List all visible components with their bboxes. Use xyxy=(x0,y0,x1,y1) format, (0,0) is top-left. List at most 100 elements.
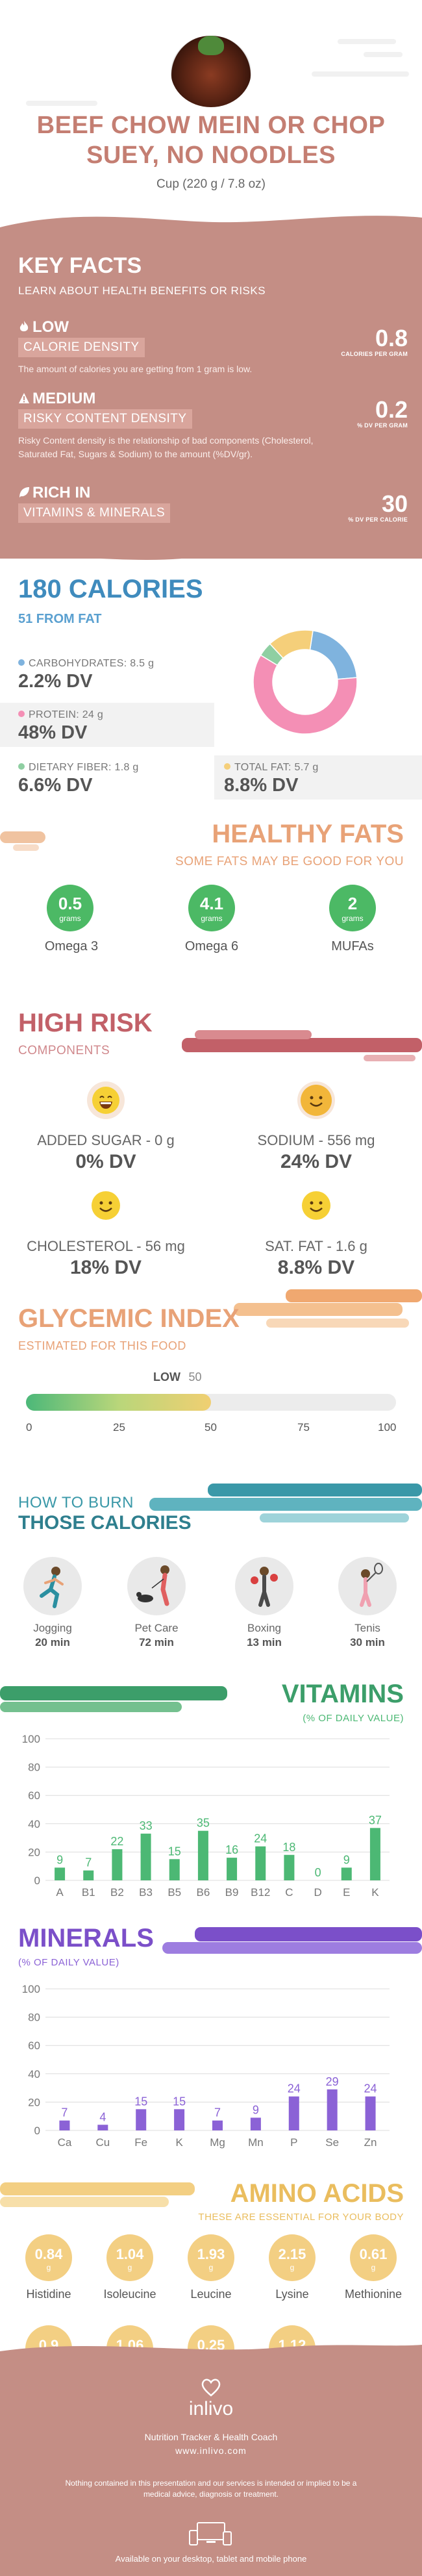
decor-stripe xyxy=(195,1927,422,1941)
bar-value-label: 7 xyxy=(85,1856,92,1869)
amino-badge: 1.93 g xyxy=(188,2234,234,2281)
amino-value: 0.84 xyxy=(34,2246,63,2262)
key-fact-calorie-density: LOW CALORIE DENSITY The amount of calori… xyxy=(18,318,408,376)
risk-label: CHOLESTEROL - 56 mg xyxy=(27,1238,185,1254)
key-fact-value-block: 0.8 CALORIES PER GRAM xyxy=(341,326,408,358)
bar-value-label: 7 xyxy=(214,2106,221,2119)
key-fact-description: Risky Content density is the relationshi… xyxy=(18,435,314,459)
key-fact-value: 0.2 xyxy=(375,396,408,423)
bar-K xyxy=(174,2109,185,2130)
bar-value-label: 29 xyxy=(326,2075,339,2088)
bar-value-label: 9 xyxy=(253,2103,259,2116)
legend-dot xyxy=(18,659,25,666)
fat-value: 0.5 xyxy=(58,894,82,913)
decor-stripe xyxy=(195,1030,312,1039)
calories-from-fat: 51 FROM FAT xyxy=(18,612,102,626)
vitamins-title: VITAMINS xyxy=(281,1680,404,1708)
bar-value-label: 15 xyxy=(168,1845,181,1858)
bar-value-label: 35 xyxy=(197,1817,210,1830)
fat-name: Omega 6 xyxy=(184,939,239,953)
amino-subtitle: THESE ARE ESSENTIAL FOR YOUR BODY xyxy=(198,2212,404,2223)
wave-divider xyxy=(0,216,422,234)
fat-unit: grams xyxy=(201,914,223,923)
bar-Mg xyxy=(212,2120,223,2130)
amino-badge: 0.84 g xyxy=(25,2234,72,2281)
x-tick-label: B5 xyxy=(168,1886,181,1899)
x-tick-label: B12 xyxy=(251,1886,270,1899)
disclaimer: Nothing contained in this presentation a… xyxy=(65,2479,357,2499)
glycemic-value: 50 xyxy=(188,1370,202,1383)
burn-title-line2: THOSE CALORIES xyxy=(18,1512,192,1534)
decor-stripe xyxy=(0,2197,169,2207)
fat-value: 2 xyxy=(347,894,358,913)
devices-icon xyxy=(189,2522,232,2545)
key-fact-label: RISKY CONTENT DENSITY xyxy=(18,409,192,429)
risk-label: ADDED SUGAR - 0 g xyxy=(37,1132,175,1148)
risk-dv: 0% DV xyxy=(75,1151,136,1172)
x-tick-label: Se xyxy=(325,2136,339,2149)
bar-value-label: 15 xyxy=(134,2095,147,2108)
header: BEEF CHOW MEIN OR CHOP SUEY, NO NOODLES … xyxy=(0,0,422,195)
bar-B3 xyxy=(140,1834,151,1880)
key-fact-value-block: 0.2 % DV PER GRAM xyxy=(357,398,408,429)
amino-value: 2.15 xyxy=(278,2246,306,2262)
decor-stripe xyxy=(0,831,45,843)
decor-stripe xyxy=(234,1303,403,1316)
fat-value: 4.1 xyxy=(199,894,224,913)
decor-stripe xyxy=(364,1055,416,1061)
fat-badge-omega6: 4.1 grams xyxy=(188,885,235,931)
bar-Fe xyxy=(136,2109,147,2130)
bar-B9 xyxy=(227,1858,238,1880)
fat-unit: grams xyxy=(59,914,81,923)
warning-icon xyxy=(19,393,29,403)
activity-circle xyxy=(127,1557,186,1615)
healthy-fats-title: HEALTHY FATS xyxy=(212,820,404,848)
glycemic-tick: 100 xyxy=(378,1421,397,1433)
bar-value-label: 18 xyxy=(282,1841,295,1854)
key-fact-description: The amount of calories you are getting f… xyxy=(18,364,253,374)
donut-slice-carbohydrates xyxy=(309,630,358,680)
bar-value-label: 7 xyxy=(61,2106,68,2119)
healthy-fats-subtitle: SOME FATS MAY BE GOOD FOR YOU xyxy=(175,855,404,868)
bar-B5 xyxy=(169,1859,180,1880)
risk-face-bg xyxy=(297,1187,335,1224)
y-tick-label: 20 xyxy=(28,2096,40,2108)
bar-B6 xyxy=(197,1830,208,1880)
x-tick-label: Fe xyxy=(134,2136,147,2149)
activity-name: Boxing xyxy=(247,1622,281,1634)
x-tick-label: E xyxy=(343,1886,350,1899)
key-fact-level: RICH IN xyxy=(32,484,91,501)
amino-badge: 2.15 g xyxy=(269,2234,316,2281)
decor-stripe xyxy=(0,2182,195,2195)
macro-label: CARBOHYDRATES: 8.5 g xyxy=(29,658,155,669)
x-tick-label: P xyxy=(290,2136,297,2149)
vitamins-bar-chart: 0 20 40 60 80 100 9 A 7 B1 22 B2 33 B3 15 B5 35 B6 16 B9 24 B… xyxy=(22,1733,390,1899)
amino-unit: g xyxy=(46,2263,51,2272)
decor-stripe xyxy=(260,1513,409,1522)
decor-stripe xyxy=(208,1484,422,1496)
glycemic-tick: 75 xyxy=(297,1421,310,1433)
activity-name: Jogging xyxy=(33,1622,72,1634)
bar-B12 xyxy=(255,1846,266,1880)
macro-protein: PROTEIN: 24 g 48% DV xyxy=(0,703,214,747)
bar-Mn xyxy=(250,2117,261,2130)
wave-divider xyxy=(0,546,422,560)
donut-slice-protein xyxy=(253,654,358,735)
amino-unit: g xyxy=(208,2263,214,2272)
y-tick-label: 20 xyxy=(28,1846,40,1858)
x-tick-label: B3 xyxy=(139,1886,153,1899)
leaf-icon xyxy=(19,487,29,498)
fat-badge-omega3: 0.5 grams xyxy=(47,885,93,931)
key-fact-label: VITAMINS & MINERALS xyxy=(18,503,171,523)
bar-C xyxy=(284,1854,295,1880)
key-fact-value-block: 30 % DV PER CALORIE xyxy=(348,492,408,524)
bar-value-label: 24 xyxy=(364,2082,377,2095)
decor-cloud xyxy=(338,39,396,44)
amino-value: 0.61 xyxy=(359,2246,388,2262)
activity-circle xyxy=(23,1557,82,1615)
decor-stripe xyxy=(0,1686,227,1700)
macro-label: DIETARY FIBER: 1.8 g xyxy=(29,762,139,773)
x-tick-label: B6 xyxy=(197,1886,210,1899)
bar-value-label: 9 xyxy=(343,1853,350,1866)
activity-circle xyxy=(235,1557,293,1615)
